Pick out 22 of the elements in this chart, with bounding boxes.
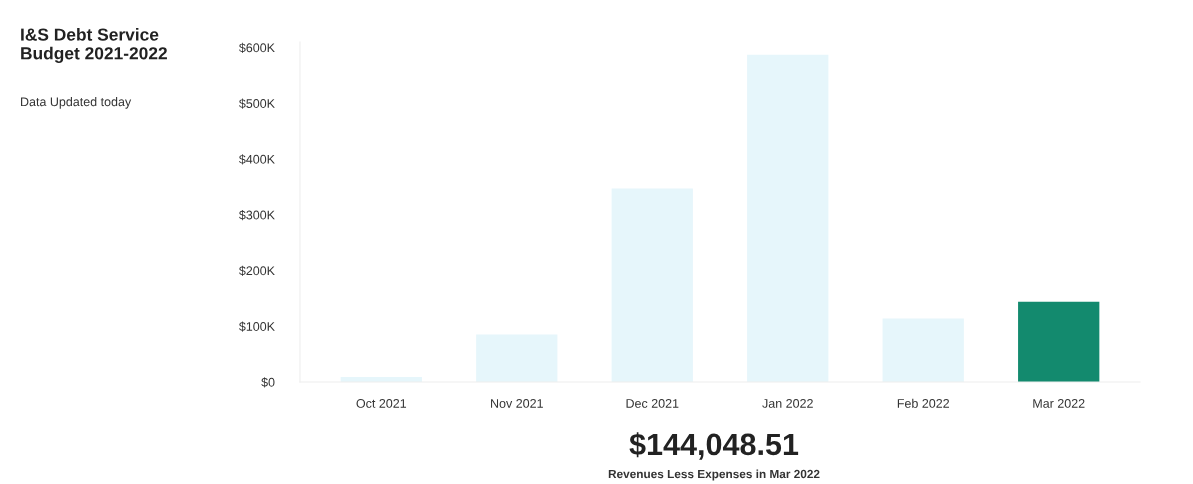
y-tick-label: $500K (238, 98, 275, 109)
x-tick-label: Nov 2021 (491, 399, 543, 408)
y-tick-label: $400K (238, 154, 275, 165)
x-tick-label: Feb 2022 (897, 398, 950, 408)
y-tick-label: $600K (238, 42, 275, 53)
bar (882, 318, 964, 382)
x-tick-label: Mar 2022 (1033, 399, 1085, 408)
bar (1018, 301, 1100, 382)
x-tick-label: Jan 2022 (762, 399, 813, 408)
bar (747, 54, 829, 382)
x-tick-label: Dec 2021 (626, 399, 679, 408)
bar (611, 188, 693, 382)
y-tick-label: $100K (238, 321, 275, 332)
text: Revenues Less Expenses in Mar 2022 (608, 469, 820, 481)
text: $144,048.51 (629, 432, 799, 460)
bar (476, 334, 558, 382)
y-tick-label: $300K (238, 210, 275, 221)
text: I&S Debt Service Budget 2021-2022 (21, 28, 167, 63)
y-tick-label: $0 (261, 377, 275, 388)
x-tick-label: Oct 2021 (356, 399, 407, 408)
text: Data Updated today (21, 97, 132, 109)
y-tick-label: $200K (238, 265, 275, 276)
